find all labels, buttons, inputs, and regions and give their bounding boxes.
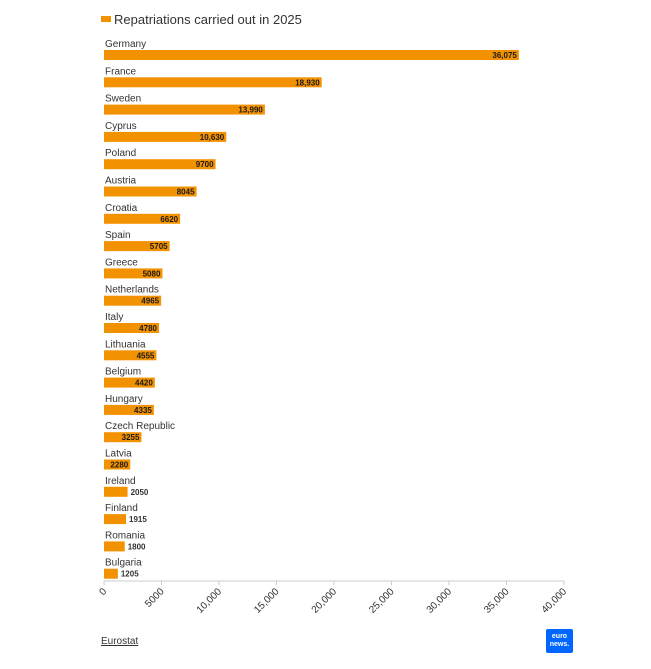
category-label: Poland xyxy=(105,148,136,159)
data-label: 9700 xyxy=(196,160,214,169)
data-label: 1205 xyxy=(121,570,139,579)
category-label: Czech Republic xyxy=(105,421,175,432)
bar xyxy=(104,77,322,88)
bar xyxy=(104,213,181,224)
category-label: Lithuania xyxy=(105,339,146,350)
data-label: 5080 xyxy=(143,269,161,278)
data-label: 2280 xyxy=(110,461,128,470)
data-label: 4780 xyxy=(139,324,157,333)
legend-swatch xyxy=(101,16,111,22)
bar xyxy=(104,404,154,415)
data-label: 4555 xyxy=(137,351,155,360)
category-label: Spain xyxy=(105,230,131,241)
category-label: Bulgaria xyxy=(105,558,142,569)
legend-label: Repatriations carried out in 2025 xyxy=(114,12,302,27)
x-tick-label: 40,000 xyxy=(540,586,570,616)
data-label: 3255 xyxy=(122,433,140,442)
bar xyxy=(104,350,157,361)
x-tick-label: 30,000 xyxy=(425,586,455,616)
x-tick-label: 35,000 xyxy=(482,586,512,616)
euronews-logo: euro news. xyxy=(546,629,573,653)
category-label: Sweden xyxy=(105,94,141,105)
x-tick-label: 5000 xyxy=(143,586,167,610)
category-label: Hungary xyxy=(105,394,143,405)
x-tick-label: 10,000 xyxy=(195,586,225,616)
data-label: 2050 xyxy=(131,488,149,497)
bar xyxy=(104,186,197,197)
category-label: Latvia xyxy=(105,449,132,460)
category-label: Croatia xyxy=(105,203,138,214)
bar xyxy=(104,541,125,552)
bar xyxy=(104,568,118,579)
source-link[interactable]: Eurostat xyxy=(101,636,139,647)
category-label: Finland xyxy=(105,503,138,514)
bar xyxy=(104,323,159,333)
data-label: 8045 xyxy=(177,188,195,197)
data-label: 13,990 xyxy=(238,106,263,115)
category-label: Greece xyxy=(105,257,138,268)
category-label: Italy xyxy=(105,312,123,323)
bar xyxy=(104,377,155,388)
category-label: Austria xyxy=(105,176,137,187)
category-label: France xyxy=(105,66,137,77)
bar xyxy=(104,268,163,279)
category-label: Cyprus xyxy=(105,121,137,132)
bar xyxy=(104,159,216,170)
bar xyxy=(104,432,142,443)
x-tick-label: 0 xyxy=(97,586,109,598)
category-label: Belgium xyxy=(105,367,141,378)
category-label: Ireland xyxy=(105,476,136,487)
category-label: Romania xyxy=(105,530,145,541)
data-label: 4335 xyxy=(134,406,152,415)
data-label: 10,630 xyxy=(200,133,225,142)
category-label: Germany xyxy=(105,39,146,50)
x-tick-label: 25,000 xyxy=(367,586,397,616)
data-label: 6620 xyxy=(160,215,178,224)
bar xyxy=(104,514,127,525)
bar xyxy=(104,459,131,470)
logo-line-1: euro xyxy=(551,633,568,640)
category-label: Netherlands xyxy=(105,285,159,296)
bar xyxy=(104,104,265,115)
bar xyxy=(104,295,162,306)
data-label: 1800 xyxy=(128,542,146,551)
data-label: 18,930 xyxy=(295,78,320,87)
data-label: 4420 xyxy=(135,379,153,388)
x-tick-label: 15,000 xyxy=(252,586,282,616)
data-label: 5705 xyxy=(150,242,168,251)
bar xyxy=(104,241,170,252)
data-label: 4965 xyxy=(141,297,159,306)
bar xyxy=(104,50,519,60)
logo-line-2: news. xyxy=(549,641,570,648)
data-label: 1915 xyxy=(129,515,147,524)
data-label: 36,075 xyxy=(492,51,517,60)
bar xyxy=(104,131,227,142)
bar xyxy=(104,486,128,497)
x-tick-label: 20,000 xyxy=(310,586,340,616)
